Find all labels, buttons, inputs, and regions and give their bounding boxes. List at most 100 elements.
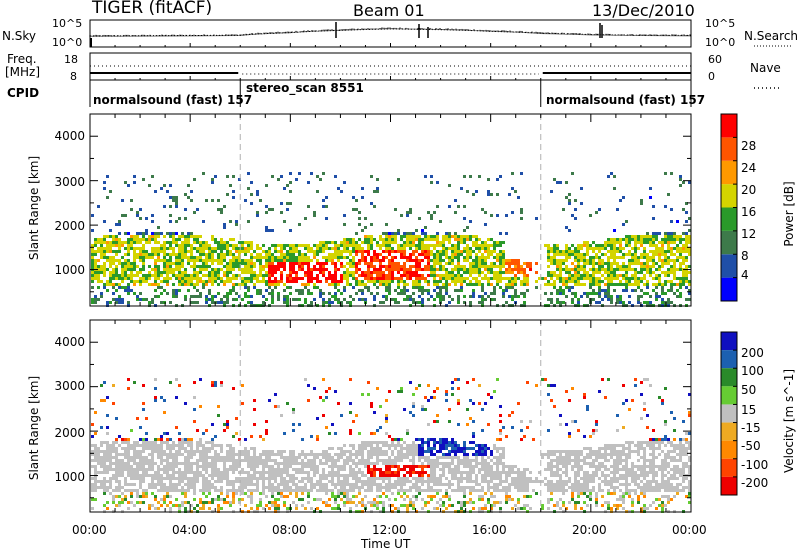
power-heatmap-cell [472, 283, 475, 286]
velocity-heatmap-cell [106, 396, 109, 399]
power-heatmap-cell [337, 280, 340, 283]
velocity-heatmap-cell [301, 453, 304, 456]
power-heatmap-cell [103, 256, 106, 259]
power-heatmap-cell [499, 268, 502, 271]
power-heatmap-cell [637, 271, 640, 274]
power-heatmap-cell [217, 199, 220, 202]
power-heatmap-cell [391, 238, 394, 241]
velocity-heatmap-cell [142, 477, 145, 480]
power-heatmap-cell [175, 196, 178, 199]
velocity-heatmap-cell [235, 480, 238, 483]
power-heatmap-cell [331, 295, 334, 298]
power-heatmap-cell [643, 250, 646, 253]
power-heatmap-cell [688, 271, 691, 274]
power-heatmap-cell [481, 277, 484, 280]
power-heatmap-cell [364, 235, 367, 238]
velocity-heatmap-cell [127, 441, 130, 444]
velocity-heatmap-cell [280, 483, 283, 486]
power-heatmap-cell [613, 274, 616, 277]
power-heatmap-cell [586, 253, 589, 256]
power-heatmap-cell [655, 250, 658, 253]
power-heatmap-cell [133, 175, 136, 178]
power-heatmap-cell [319, 265, 322, 268]
velocity-heatmap-cell [151, 492, 154, 495]
velocity-heatmap-cell [370, 405, 373, 408]
power-heatmap-cell [382, 259, 385, 262]
power-heatmap-cell [124, 271, 127, 274]
power-heatmap-cell [190, 235, 193, 238]
velocity-heatmap-cell [148, 486, 151, 489]
velocity-heatmap-cell [316, 417, 319, 420]
velocity-heatmap-cell [193, 420, 196, 423]
power-heatmap-cell [403, 283, 406, 286]
velocity-heatmap-cell [190, 504, 193, 507]
power-heatmap-cell [406, 259, 409, 262]
cpid-label: CPID [7, 86, 40, 100]
power-heatmap-cell [151, 250, 154, 253]
power-heatmap-cell [445, 271, 448, 274]
power-heatmap-cell [298, 244, 301, 247]
velocity-heatmap-cell [373, 483, 376, 486]
velocity-heatmap-cell [304, 465, 307, 468]
power-heatmap-cell [589, 274, 592, 277]
power-heatmap-cell [472, 244, 475, 247]
power-heatmap-cell [589, 247, 592, 250]
power-heatmap-cell [490, 283, 493, 286]
velocity-heatmap-cell [259, 435, 262, 438]
power-heatmap-cell [388, 277, 391, 280]
power-heatmap-cell [337, 259, 340, 262]
power-heatmap-cell [487, 244, 490, 247]
velocity-heatmap-cell [301, 480, 304, 483]
velocity-heatmap-cell [343, 465, 346, 468]
power-heatmap-cell [418, 235, 421, 238]
power-heatmap-cell [163, 301, 166, 304]
power-heatmap-cell [379, 271, 382, 274]
power-heatmap-cell [586, 277, 589, 280]
power-heatmap-cell [199, 250, 202, 253]
velocity-heatmap-cell [226, 501, 229, 504]
power-heatmap-cell [247, 265, 250, 268]
power-heatmap-cell [250, 271, 253, 274]
power-heatmap-cell [388, 271, 391, 274]
power-heatmap-cell [589, 259, 592, 262]
power-heatmap-cell [196, 259, 199, 262]
velocity-heatmap-cell [304, 486, 307, 489]
power-heatmap-cell [280, 244, 283, 247]
power-heatmap-cell [289, 181, 292, 184]
power-heatmap-cell [283, 259, 286, 262]
power-heatmap-cell [589, 244, 592, 247]
power-heatmap-cell [301, 292, 304, 295]
power-heatmap-cell [202, 286, 205, 289]
power-heatmap-cell [121, 265, 124, 268]
power-heatmap-cell [562, 280, 565, 283]
power-heatmap-cell [652, 244, 655, 247]
velocity-heatmap-cell [304, 378, 307, 381]
power-heatmap-cell [121, 241, 124, 244]
power-heatmap-cell [160, 301, 163, 304]
power-heatmap-cell [439, 295, 442, 298]
velocity-heatmap-cell [331, 492, 334, 495]
power-heatmap-cell [388, 259, 391, 262]
power-heatmap-cell [313, 256, 316, 259]
velocity-heatmap-cell [208, 441, 211, 444]
power-heatmap-cell [670, 232, 673, 235]
power-heatmap-cell [457, 274, 460, 277]
power-heatmap-cell [397, 250, 400, 253]
velocity-heatmap-cell [205, 429, 208, 432]
cpid-segment-3-label: normalsound (fast) 157 [546, 93, 706, 107]
power-heatmap-cell [475, 256, 478, 259]
velocity-heatmap-cell [349, 459, 352, 462]
power-heatmap-cell [499, 232, 502, 235]
power-heatmap-cell [217, 253, 220, 256]
power-heatmap-cell [145, 217, 148, 220]
power-heatmap-cell [649, 196, 652, 199]
power-heatmap-cell [385, 280, 388, 283]
power-heatmap-cell [376, 268, 379, 271]
power-heatmap-cell [247, 268, 250, 271]
power-heatmap-cell [220, 259, 223, 262]
velocity-heatmap-cell [229, 453, 232, 456]
power-heatmap-cell [595, 256, 598, 259]
power-heatmap-cell [661, 259, 664, 262]
power-heatmap-cell [91, 286, 94, 289]
power-heatmap-cell [634, 244, 637, 247]
